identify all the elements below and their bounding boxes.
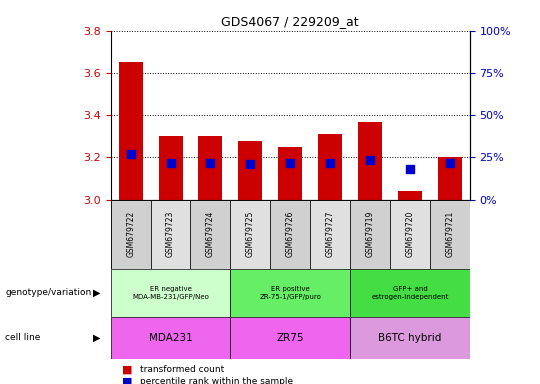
Bar <box>238 141 262 200</box>
Text: B6TC hybrid: B6TC hybrid <box>378 333 442 343</box>
Bar <box>278 147 302 200</box>
Text: GSM679720: GSM679720 <box>406 211 415 257</box>
Text: GSM679727: GSM679727 <box>326 211 335 257</box>
Text: GSM679719: GSM679719 <box>366 211 375 257</box>
Title: GDS4067 / 229209_at: GDS4067 / 229209_at <box>221 15 359 28</box>
Text: ■: ■ <box>122 376 132 384</box>
Bar <box>390 200 430 269</box>
Bar <box>199 136 222 200</box>
Bar <box>191 200 231 269</box>
Bar <box>231 269 350 317</box>
Bar <box>438 157 462 200</box>
Text: GSM679721: GSM679721 <box>446 211 454 257</box>
Bar <box>350 200 390 269</box>
Text: GSM679725: GSM679725 <box>246 211 255 257</box>
Text: cell line: cell line <box>5 333 41 343</box>
Text: genotype/variation: genotype/variation <box>5 288 92 297</box>
Text: ZR75: ZR75 <box>276 333 304 343</box>
Point <box>206 160 215 166</box>
Text: ■: ■ <box>122 365 132 375</box>
Point <box>166 160 175 166</box>
Bar <box>231 317 350 359</box>
Text: GSM679722: GSM679722 <box>126 211 135 257</box>
Point <box>126 151 135 157</box>
Text: ▶: ▶ <box>93 288 101 298</box>
Bar <box>271 200 310 269</box>
Text: GSM679724: GSM679724 <box>206 211 215 257</box>
Text: ER negative
MDA-MB-231/GFP/Neo: ER negative MDA-MB-231/GFP/Neo <box>132 286 209 300</box>
Bar <box>151 200 191 269</box>
Bar <box>310 200 350 269</box>
Text: GSM679723: GSM679723 <box>166 211 175 257</box>
Point <box>446 160 454 166</box>
Point <box>366 157 374 163</box>
Point <box>406 166 414 172</box>
Bar <box>318 134 342 200</box>
Bar <box>430 200 470 269</box>
Text: transformed count: transformed count <box>140 365 225 374</box>
Text: MDA231: MDA231 <box>148 333 192 343</box>
Text: ▶: ▶ <box>93 333 101 343</box>
Bar <box>111 269 231 317</box>
Text: percentile rank within the sample: percentile rank within the sample <box>140 377 294 384</box>
Bar <box>398 191 422 200</box>
Bar <box>111 200 151 269</box>
Point <box>326 160 334 166</box>
Text: GFP+ and
estrogen-independent: GFP+ and estrogen-independent <box>372 286 449 300</box>
Bar <box>350 269 470 317</box>
Bar <box>111 317 231 359</box>
Bar <box>350 317 470 359</box>
Point <box>246 161 255 167</box>
Bar <box>119 62 143 200</box>
Bar <box>159 136 183 200</box>
Bar <box>231 200 271 269</box>
Text: GSM679726: GSM679726 <box>286 211 295 257</box>
Text: ER positive
ZR-75-1/GFP/puro: ER positive ZR-75-1/GFP/puro <box>259 286 321 300</box>
Bar <box>358 121 382 200</box>
Point <box>286 160 295 166</box>
